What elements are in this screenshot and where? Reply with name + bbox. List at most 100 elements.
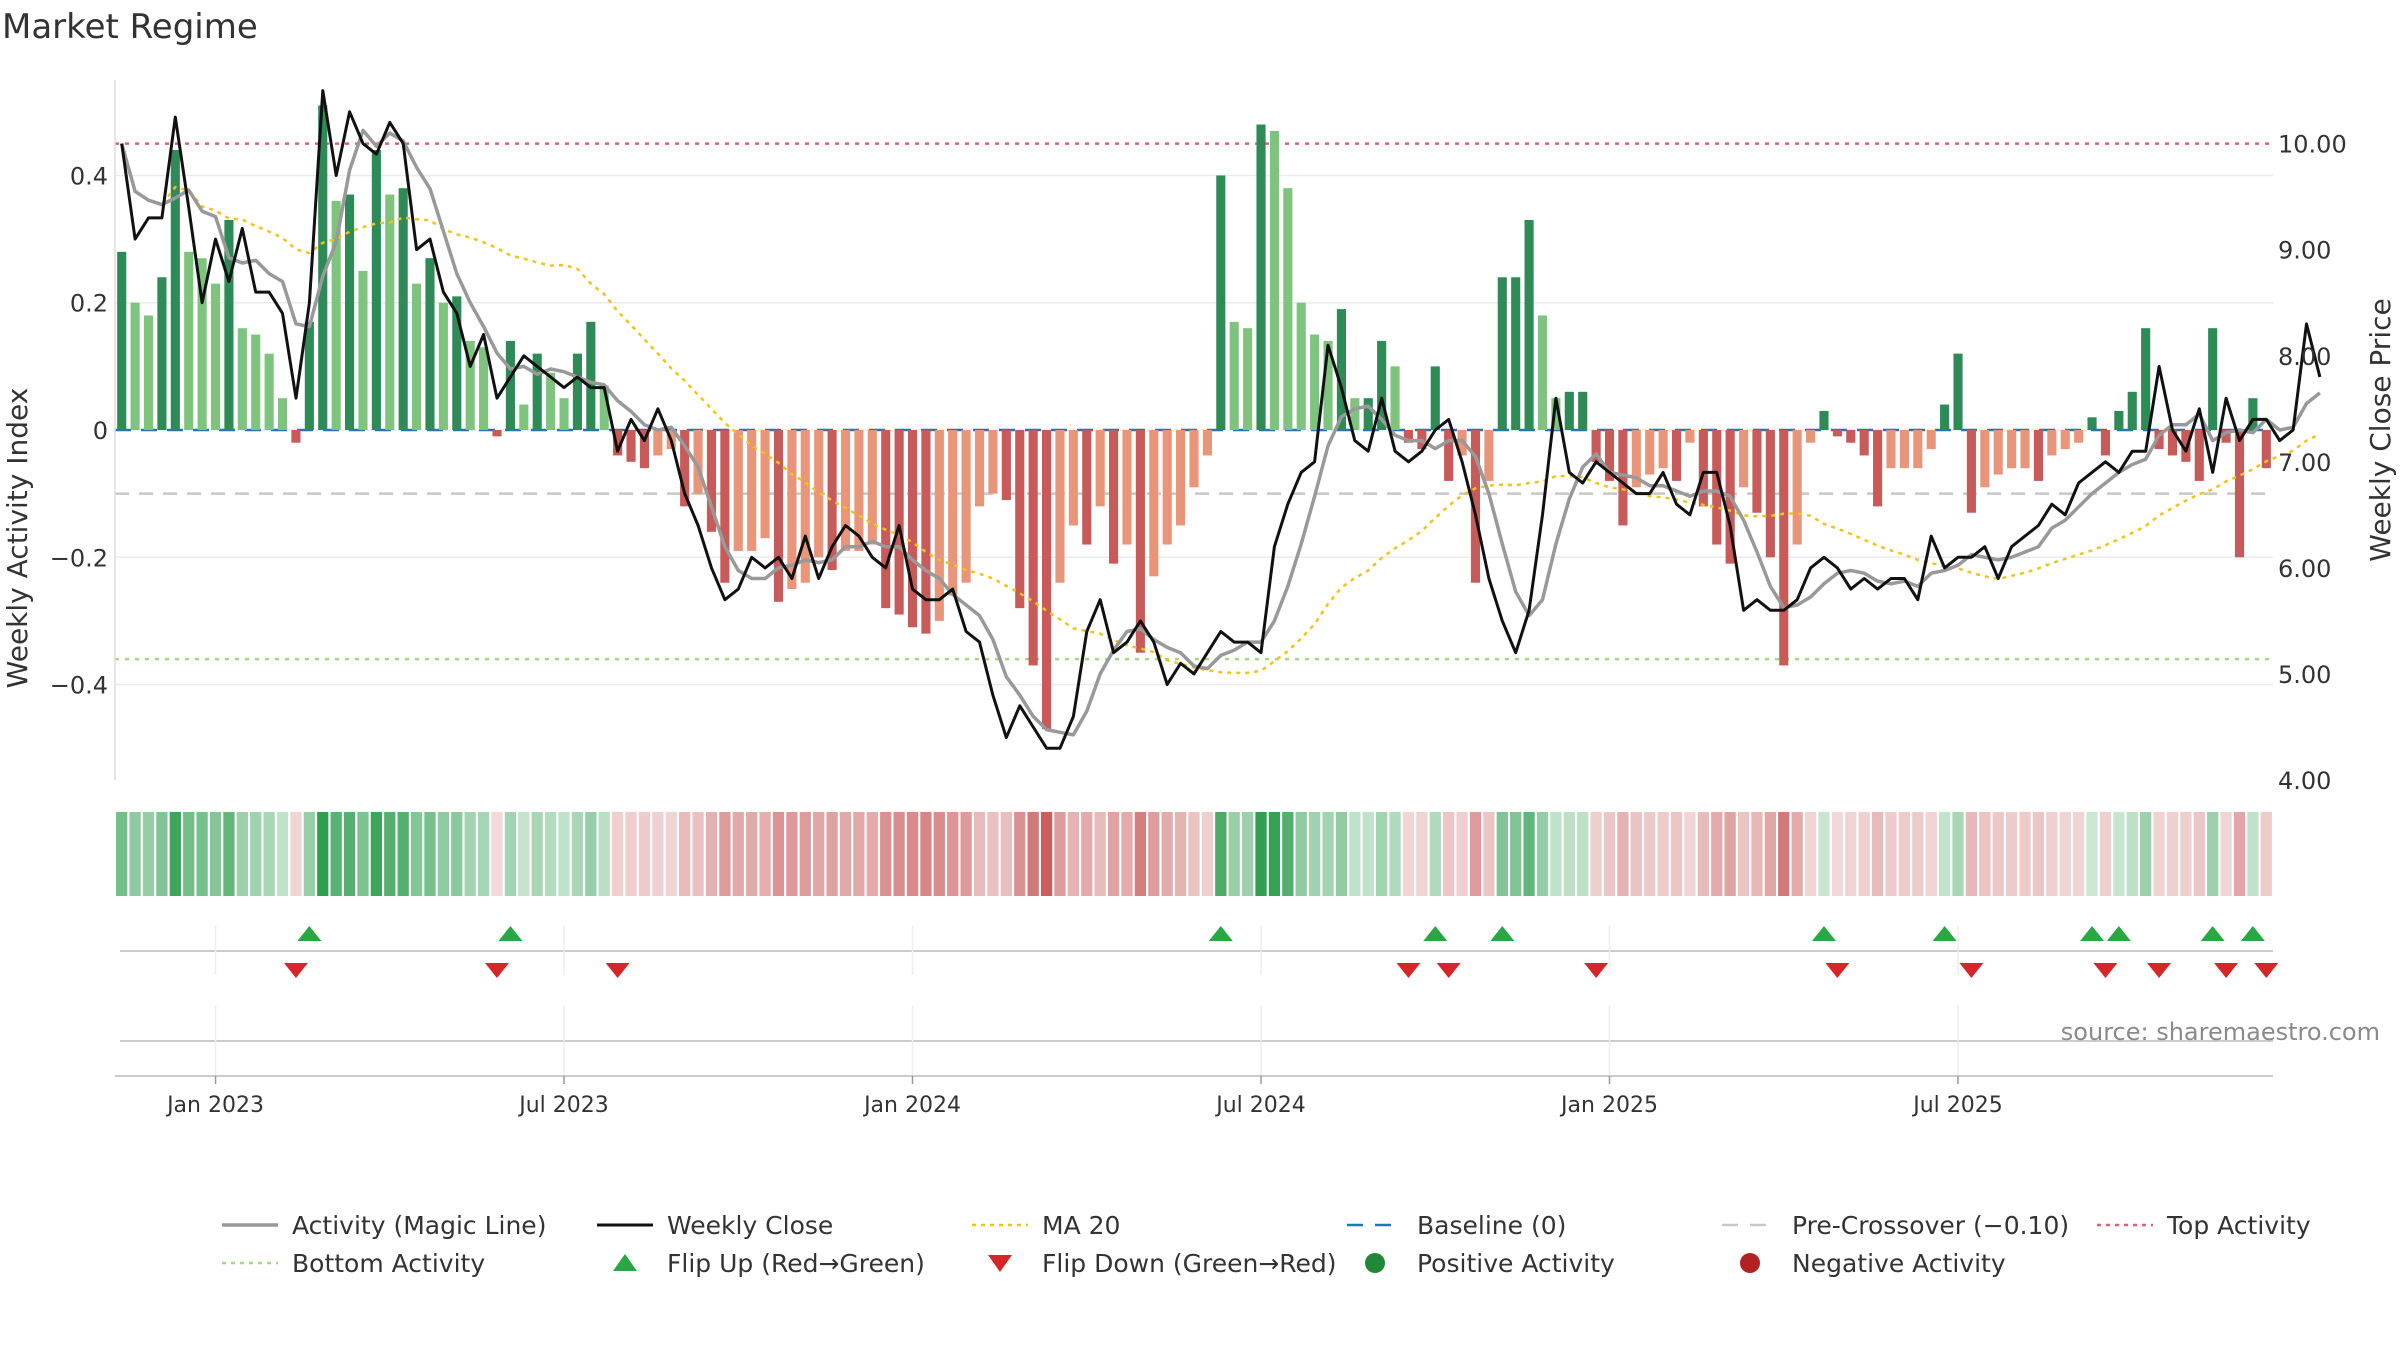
activity-bar	[264, 353, 274, 430]
legend: Activity (Magic Line) Weekly Close MA 20 Ba…	[222, 1211, 2311, 1278]
activity-bar	[586, 321, 596, 430]
activity-bar	[1162, 430, 1172, 545]
activity-bar	[452, 296, 462, 430]
activity-bar	[773, 430, 784, 602]
regime-strip-cell	[933, 812, 945, 896]
flip-down-marker	[1959, 963, 1984, 978]
regime-strip-cell	[116, 812, 128, 896]
regime-strip-cell	[477, 812, 490, 896]
regime-strip-cell	[786, 812, 798, 896]
regime-strip-cell	[1603, 812, 1616, 896]
legend-entry: Top Activity	[2097, 1211, 2311, 1240]
activity-bar	[907, 430, 918, 628]
regime-strip-cell	[2140, 812, 2152, 896]
regime-strip-cell	[2019, 812, 2031, 896]
regime-strip-cell	[1845, 812, 1857, 896]
activity-bar	[2167, 430, 2178, 456]
flip-up-marker	[2106, 926, 2131, 941]
flip-up-marker	[1490, 926, 1515, 941]
regime-strip-cell	[1483, 812, 1495, 896]
activity-bar	[251, 334, 261, 430]
activity-bar	[1269, 130, 1279, 430]
activity-bar	[1712, 430, 1722, 545]
regime-strip-cell	[1134, 812, 1147, 896]
flip-up-marker	[297, 926, 322, 941]
activity-bar	[1685, 430, 1695, 443]
regime-strip-cell	[947, 812, 959, 896]
regime-strip-cell	[2046, 812, 2058, 896]
activity-bar	[1470, 430, 1481, 583]
regime-strip-cell	[531, 812, 543, 896]
regime-strip-cell	[410, 812, 423, 896]
regime-strip-cell	[1456, 812, 1468, 896]
regime-strip-cell	[692, 812, 704, 896]
chart-title: Market Regime	[2, 7, 258, 47]
activity-bar	[2248, 398, 2258, 430]
regime-strip-cell	[2153, 812, 2165, 896]
activity-bar	[1658, 430, 1668, 469]
activity-bar	[814, 430, 824, 558]
flip-down-marker	[283, 963, 308, 978]
regime-strip-cell	[1376, 812, 1388, 896]
regime-strip-cell	[223, 812, 235, 896]
legend-label: Activity (Magic Line)	[292, 1211, 546, 1240]
regime-strip-cell	[250, 812, 262, 896]
legend-entry: Flip Up (Red→Green)	[613, 1249, 925, 1278]
activity-bar	[2087, 417, 2097, 430]
regime-strip-cell	[1510, 812, 1522, 896]
flip-up-marker	[2080, 926, 2105, 941]
activity-bar	[881, 430, 891, 609]
activity-bar	[170, 150, 180, 430]
activity-bar	[2194, 430, 2204, 481]
regime-strip-cell	[558, 812, 570, 896]
activity-magic-line	[120, 128, 2321, 737]
activity-bar	[1363, 398, 1373, 430]
regime-strip-cell	[129, 812, 141, 896]
flip-up-marker	[498, 926, 523, 941]
activity-bar	[1216, 175, 1226, 430]
activity-bar	[653, 430, 663, 456]
activity-bar	[1497, 277, 1507, 430]
activity-bar	[1765, 430, 1775, 558]
activity-bar	[800, 430, 810, 583]
activity-bar	[1015, 430, 1025, 609]
activity-bar	[412, 283, 422, 430]
regime-strip-cell	[196, 812, 208, 896]
regime-strip-cell	[585, 812, 597, 896]
activity-bar	[1377, 340, 1387, 430]
legend-swatch	[988, 1255, 1012, 1272]
regime-strip-cell	[1764, 812, 1776, 896]
flip-down-marker	[2254, 963, 2279, 978]
activity-bar	[277, 398, 288, 430]
activity-bar	[559, 398, 569, 430]
flip-down-marker	[605, 963, 630, 978]
legend-swatch	[1365, 1253, 1385, 1273]
regime-strip-cell	[1938, 812, 1951, 896]
y2-tick-label: 4.00	[2278, 767, 2331, 795]
regime-strip-cell	[397, 812, 409, 896]
activity-bar	[693, 430, 703, 494]
regime-strip-cell	[1563, 812, 1575, 896]
activity-bar	[1779, 430, 1789, 666]
activity-bar	[626, 430, 636, 462]
activity-bar	[2221, 430, 2231, 443]
activity-bar	[1001, 430, 1011, 500]
regime-strip-cell	[1590, 812, 1602, 896]
regime-strip-cell	[2247, 812, 2259, 896]
activity-bar	[1578, 391, 1588, 430]
regime-strip-cell	[853, 812, 865, 896]
regime-strip-cell	[772, 812, 785, 896]
regime-strip-cell	[866, 812, 878, 896]
x-tick-label: Jan 2025	[1559, 1093, 1658, 1118]
regime-strip-cell	[1804, 812, 1817, 896]
y-tick-label: 0.4	[70, 162, 108, 190]
activity-bar	[184, 251, 194, 430]
regime-strip-cell	[920, 812, 932, 896]
activity-bar	[1564, 391, 1574, 430]
activity-bar	[2100, 430, 2111, 456]
regime-strip-cell	[1751, 812, 1763, 896]
activity-bar	[894, 430, 904, 615]
regime-strip-cell	[1898, 812, 1911, 896]
y2-axis-label: Weekly Close Price	[2364, 298, 2397, 561]
regime-strip-cell	[1925, 812, 1937, 896]
